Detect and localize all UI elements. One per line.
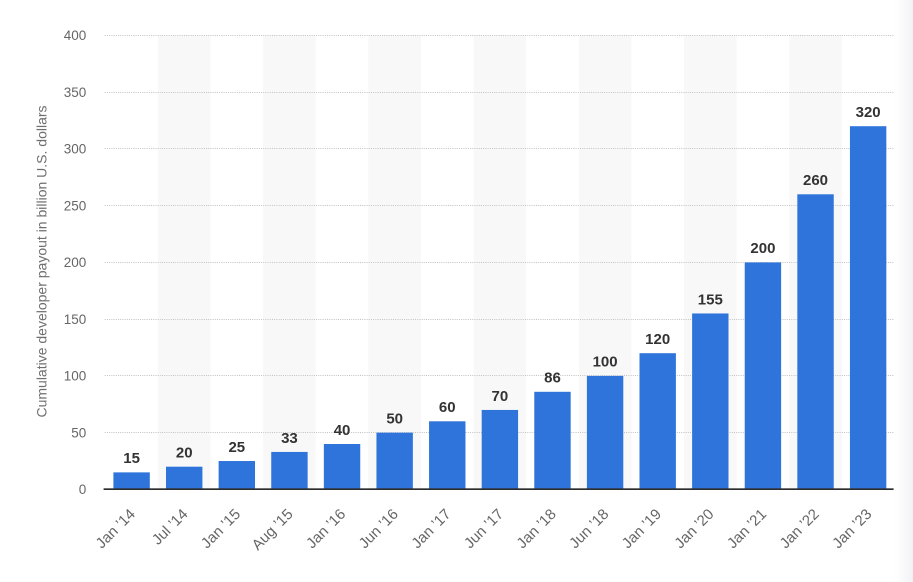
- svg-text:100: 100: [64, 369, 87, 384]
- svg-text:100: 100: [593, 354, 618, 371]
- svg-text:15: 15: [123, 450, 140, 467]
- svg-text:70: 70: [492, 388, 509, 405]
- svg-text:350: 350: [64, 85, 87, 100]
- svg-text:50: 50: [71, 425, 86, 440]
- svg-text:40: 40: [334, 422, 351, 439]
- svg-text:300: 300: [64, 142, 87, 157]
- svg-text:250: 250: [64, 198, 87, 213]
- svg-text:33: 33: [281, 430, 298, 447]
- svg-text:155: 155: [698, 291, 723, 308]
- svg-text:120: 120: [645, 331, 670, 348]
- svg-text:400: 400: [64, 28, 87, 43]
- svg-text:260: 260: [803, 172, 828, 189]
- svg-text:Cumulative developer payout in: Cumulative developer payout in billion U…: [34, 105, 50, 417]
- svg-text:320: 320: [856, 104, 881, 121]
- svg-text:200: 200: [750, 240, 775, 257]
- svg-text:25: 25: [228, 439, 245, 456]
- svg-text:86: 86: [544, 370, 561, 387]
- svg-text:60: 60: [439, 399, 456, 416]
- svg-text:200: 200: [64, 255, 87, 270]
- svg-text:0: 0: [79, 482, 87, 497]
- svg-text:20: 20: [176, 445, 193, 462]
- svg-text:150: 150: [64, 312, 87, 327]
- svg-text:50: 50: [386, 410, 403, 427]
